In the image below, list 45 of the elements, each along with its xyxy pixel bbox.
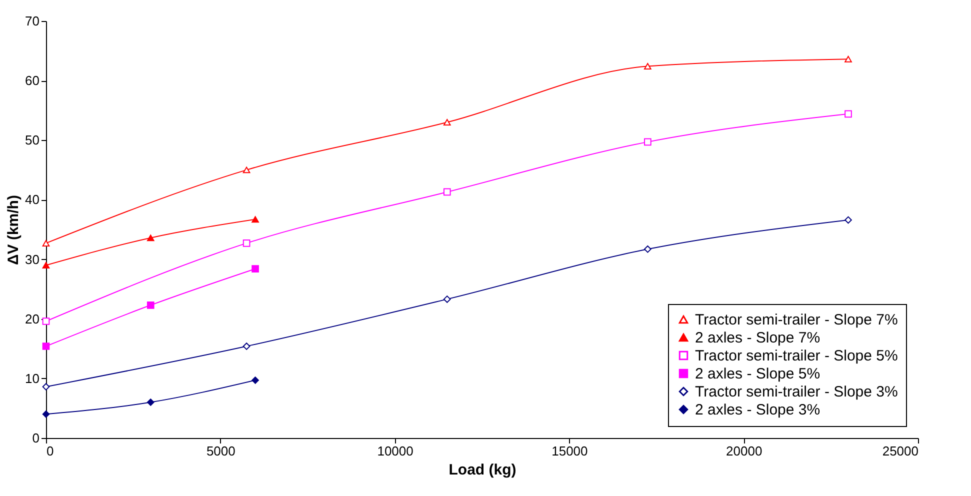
legend-label: Tractor semi-trailer - Slope 5% — [695, 348, 898, 364]
point — [644, 63, 652, 70]
point — [644, 138, 652, 146]
y-axis-title: ΔV (km/h) — [5, 195, 22, 265]
point — [146, 301, 154, 309]
point — [42, 383, 50, 390]
point — [443, 119, 451, 126]
point — [844, 216, 852, 224]
y-tick-label: 40 — [25, 192, 40, 208]
y-tick-label: 70 — [25, 14, 40, 28]
legend-label: Tractor semi-trailer - Slope 7% — [695, 312, 898, 328]
point — [146, 398, 154, 406]
point — [252, 376, 259, 384]
y-tick-label: 30 — [25, 252, 40, 267]
point — [242, 166, 250, 174]
x-tick-label: 10000 — [377, 444, 414, 458]
x-tick-label: 25000 — [882, 444, 918, 458]
x-tick-label: 5000 — [206, 444, 236, 458]
point — [42, 342, 50, 350]
point — [443, 296, 451, 303]
x-tick-label: 20000 — [726, 444, 762, 458]
y-tick-label: 50 — [25, 132, 40, 148]
point — [42, 262, 50, 268]
x-tick-label: 0 — [46, 444, 54, 458]
x-axis-title: Load (kg) — [448, 462, 516, 478]
point — [844, 56, 852, 62]
point — [644, 245, 652, 253]
x-tick-label: 15000 — [552, 444, 588, 458]
point — [252, 216, 259, 223]
legend-label: 2 axles - Slope 3% — [695, 402, 820, 418]
y-tick-label: 0 — [32, 430, 40, 446]
y-tick-label: 20 — [25, 311, 40, 326]
point — [242, 342, 250, 350]
point — [252, 265, 259, 272]
point — [42, 318, 50, 325]
point — [42, 410, 50, 418]
legend-label: 2 axles - Slope 5% — [695, 366, 820, 382]
y-tick-label: 10 — [25, 370, 40, 386]
point — [242, 240, 250, 247]
legend-label: 2 axles - Slope 7% — [695, 330, 820, 346]
legend-label: Tractor semi-trailer - Slope 3% — [695, 384, 898, 400]
point — [844, 110, 852, 118]
y-tick-label: 60 — [25, 73, 40, 88]
point — [443, 188, 451, 196]
point — [146, 234, 154, 242]
